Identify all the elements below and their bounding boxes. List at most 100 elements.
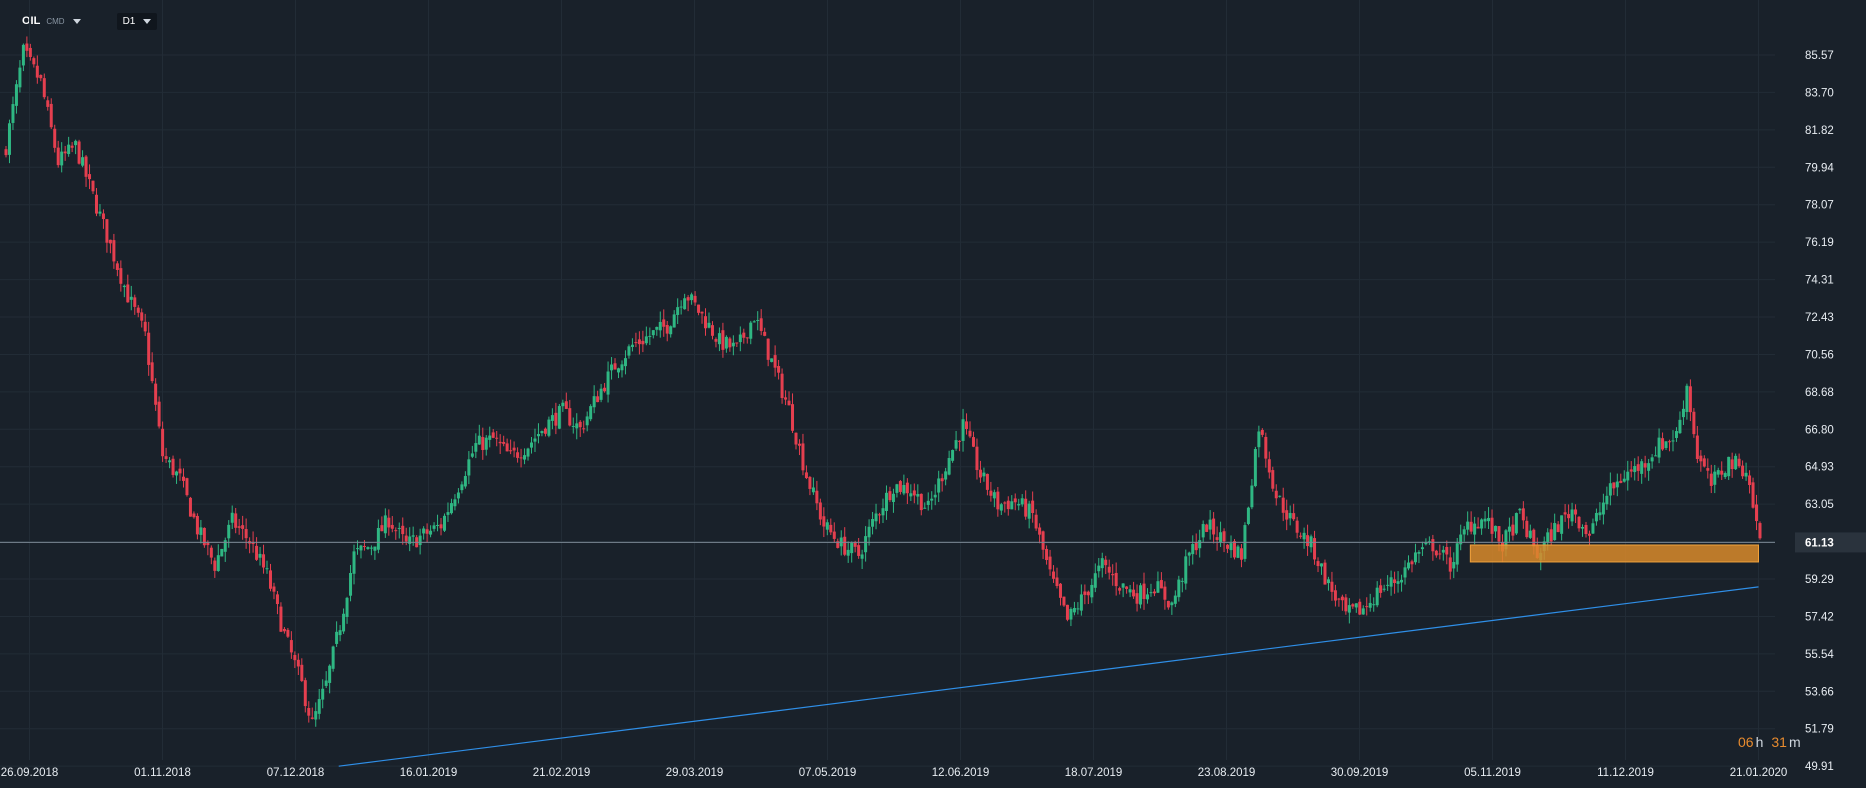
candle-body (707, 322, 711, 328)
candle-body (168, 460, 172, 463)
candle-body (1316, 561, 1320, 567)
candle-body (296, 659, 300, 667)
candle-body (1212, 518, 1216, 535)
candle-body (244, 529, 248, 539)
candle-body (181, 476, 185, 481)
candle-body (1619, 480, 1623, 483)
candle-body (1563, 512, 1567, 515)
symbol-selector[interactable]: OIL CMD (18, 13, 85, 29)
candle-body (846, 549, 850, 556)
candle-body (491, 432, 495, 438)
candle-body (1681, 408, 1685, 418)
candle-body (324, 680, 328, 686)
candle-body (777, 366, 781, 373)
candle-body (477, 435, 481, 445)
candle-body (185, 478, 189, 496)
candle-body (811, 487, 815, 493)
candle-body (1264, 436, 1268, 459)
candle-body (526, 448, 530, 457)
candle-body (780, 373, 784, 399)
candle-body (1285, 510, 1289, 520)
candle-body (533, 438, 537, 442)
y-axis-label: 55.54 (1805, 649, 1834, 661)
candle-body (1048, 556, 1052, 570)
candle-body (610, 364, 614, 371)
candle-body (164, 456, 168, 459)
candle-body (992, 492, 996, 499)
candle-body (74, 140, 78, 146)
candle-body (749, 322, 753, 339)
chart-toolbar: OIL CMD D1 (0, 0, 1866, 42)
candle-body (140, 312, 144, 321)
candle-body (1097, 565, 1101, 572)
candle-body (742, 332, 746, 338)
candle-body (523, 455, 527, 460)
candle-body (686, 297, 690, 301)
candle-body (81, 157, 85, 166)
candle-body (258, 553, 262, 558)
candle-body (136, 307, 140, 313)
candle-body (864, 536, 868, 553)
candle-body (1038, 527, 1042, 535)
candle-body (1483, 518, 1487, 522)
candle-body (1027, 503, 1031, 519)
candle-body (1347, 605, 1351, 613)
candle-body (926, 500, 930, 505)
candle-body (453, 499, 457, 507)
candle-body (498, 441, 502, 444)
candle-body (495, 437, 499, 439)
candle-body (1052, 571, 1056, 579)
candle-body (1041, 531, 1045, 550)
candle-body (575, 423, 579, 429)
candle-body (822, 516, 826, 527)
candle-body (300, 664, 304, 681)
candle-body (797, 443, 801, 446)
candle-body (516, 452, 520, 458)
candle-body (1083, 591, 1087, 595)
candle-body (411, 535, 415, 537)
candle-body (436, 525, 440, 527)
interval-selector[interactable]: D1 (116, 12, 158, 30)
candle-body (362, 546, 366, 548)
candle-body (1205, 524, 1209, 532)
candle-body (463, 476, 467, 487)
candle-body (662, 319, 666, 327)
candle-body (547, 419, 551, 436)
x-axis-label: 11.12.2019 (1597, 767, 1654, 779)
candle-body (119, 268, 123, 284)
candle-body (1601, 502, 1605, 515)
candle-body (536, 433, 540, 437)
candle-body (1135, 593, 1139, 604)
candle-body (1643, 463, 1647, 468)
x-axis-label: 23.08.2019 (1198, 767, 1256, 779)
candle-body (1741, 465, 1745, 477)
candle-body (1674, 431, 1678, 438)
candle-body (1556, 524, 1560, 533)
candle-body (1121, 583, 1125, 588)
candle-body (704, 316, 708, 329)
candle-body (1678, 419, 1682, 434)
candle-body (1232, 541, 1236, 558)
candle-body (853, 542, 857, 547)
candle-body (67, 144, 71, 155)
candle-body (56, 147, 60, 166)
candle-body (745, 337, 749, 339)
candle-body (303, 680, 307, 707)
candle-body (1201, 524, 1205, 538)
candle-body (342, 613, 346, 632)
candle-body (902, 485, 906, 494)
candle-body (1379, 585, 1383, 593)
candle-body (1351, 604, 1355, 607)
candle-body (519, 457, 523, 459)
candle-body (251, 541, 255, 545)
candle-body (815, 490, 819, 504)
candle-body (112, 240, 116, 262)
candle-body (432, 525, 436, 529)
x-axis-label: 05.11.2019 (1464, 767, 1521, 779)
candle-body (133, 297, 137, 307)
candle-body (1323, 562, 1327, 585)
candle-body (975, 446, 979, 471)
candle-body (540, 431, 544, 434)
candle-body (446, 512, 450, 515)
